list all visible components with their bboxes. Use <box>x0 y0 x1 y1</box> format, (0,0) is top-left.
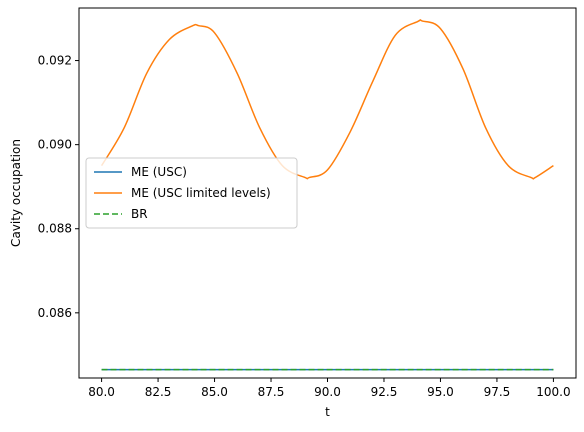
legend-box <box>85 157 298 229</box>
series-line-1 <box>100 19 554 180</box>
axes-layer: 80.0 82.5 85.0 87.5 90.0 92.5 95.0 97.5 100.0 0.0… <box>38 7 577 399</box>
y-tick-label: 0.090 <box>38 138 72 152</box>
legend-label-1: ME (USC limited levels) <box>131 186 271 200</box>
x-tick-label: 85.0 <box>201 385 228 399</box>
y-tick-label: 0.088 <box>38 222 72 236</box>
legend: ME (USC) ME (USC limited levels) BR <box>85 157 298 229</box>
x-tick-label: 92.5 <box>371 385 398 399</box>
x-tick-label: 80.0 <box>88 385 115 399</box>
x-tick-label: 90.0 <box>314 385 341 399</box>
x-tick-label: 87.5 <box>258 385 285 399</box>
x-tick-label: 100.0 <box>536 385 570 399</box>
y-tick-label: 0.086 <box>38 306 72 320</box>
legend-label-2: BR <box>131 207 148 221</box>
x-axis-label: t <box>325 405 330 419</box>
series-layer <box>100 19 554 371</box>
x-tick-label: 95.0 <box>427 385 454 399</box>
x-tick-label: 82.5 <box>145 385 172 399</box>
x-tick-label: 97.5 <box>484 385 511 399</box>
y-axis-label: Cavity occupation <box>9 139 23 247</box>
y-tick-label: 0.092 <box>38 54 72 68</box>
legend-label-0: ME (USC) <box>131 165 187 179</box>
